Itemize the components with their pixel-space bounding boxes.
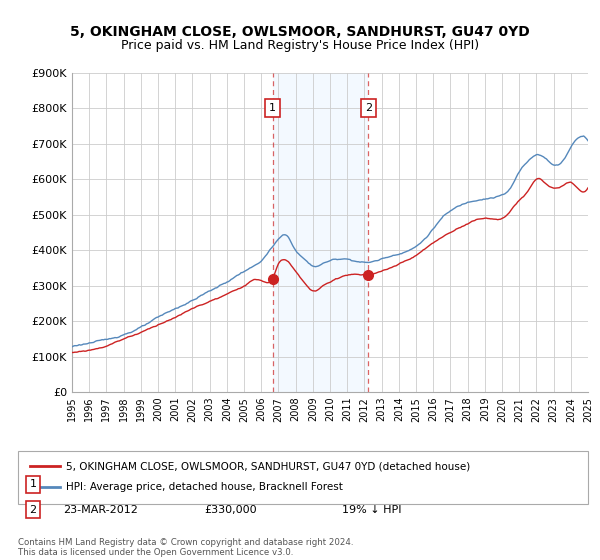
Text: £320,000: £320,000 [204, 479, 257, 489]
Text: Contains HM Land Registry data © Crown copyright and database right 2024.
This d: Contains HM Land Registry data © Crown c… [18, 538, 353, 557]
Text: 01-SEP-2006: 01-SEP-2006 [63, 479, 134, 489]
Text: 19% ↓ HPI: 19% ↓ HPI [342, 505, 401, 515]
Text: HPI: Average price, detached house, Bracknell Forest: HPI: Average price, detached house, Brac… [66, 482, 343, 492]
Text: 1: 1 [269, 103, 276, 113]
Text: 23-MAR-2012: 23-MAR-2012 [63, 505, 138, 515]
Text: £330,000: £330,000 [204, 505, 257, 515]
Text: 2: 2 [365, 103, 372, 113]
Text: 5, OKINGHAM CLOSE, OWLSMOOR, SANDHURST, GU47 0YD (detached house): 5, OKINGHAM CLOSE, OWLSMOOR, SANDHURST, … [66, 461, 470, 472]
Text: Price paid vs. HM Land Registry's House Price Index (HPI): Price paid vs. HM Land Registry's House … [121, 39, 479, 52]
Text: 14% ↓ HPI: 14% ↓ HPI [342, 479, 401, 489]
Text: 5, OKINGHAM CLOSE, OWLSMOOR, SANDHURST, GU47 0YD: 5, OKINGHAM CLOSE, OWLSMOOR, SANDHURST, … [70, 25, 530, 39]
Bar [272, 73, 368, 392]
Text: 2: 2 [29, 505, 37, 515]
Text: 1: 1 [29, 479, 37, 489]
